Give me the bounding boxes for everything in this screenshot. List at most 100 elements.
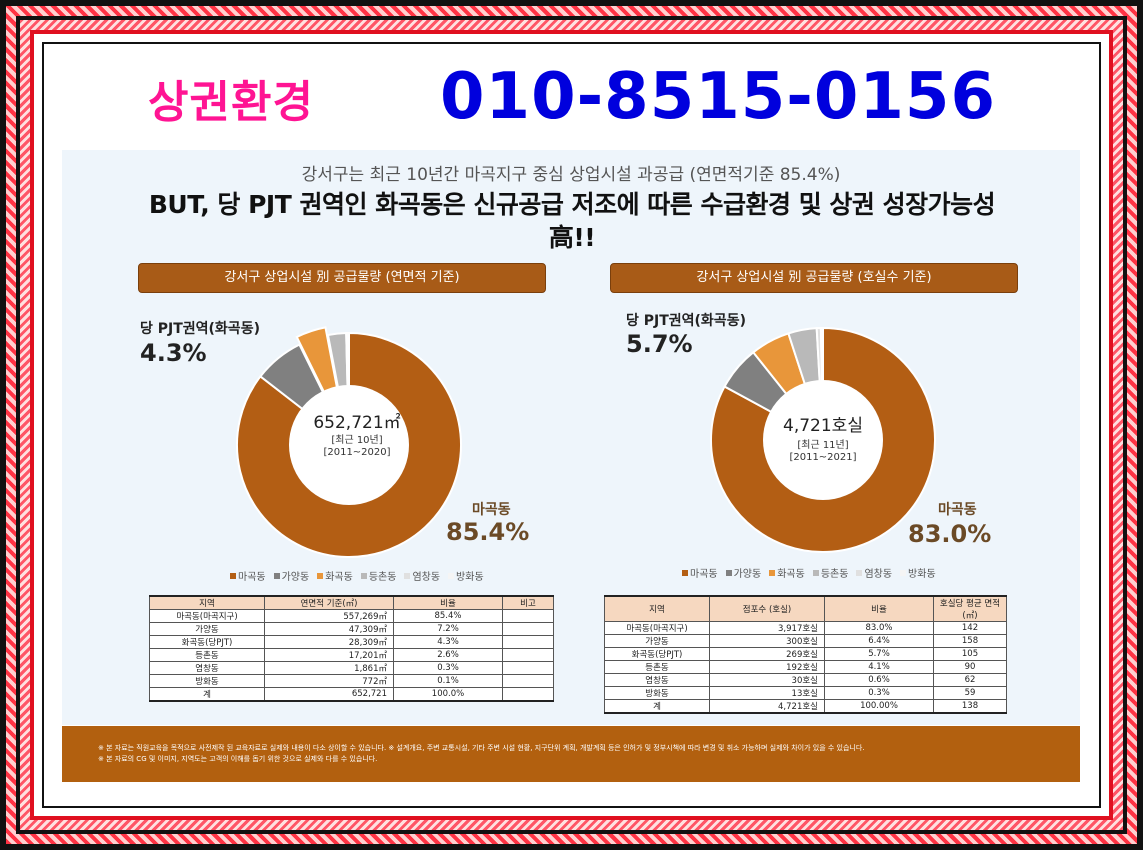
right-center-period: [최근 11년] xyxy=(797,440,849,451)
legend-item: 화곡동 xyxy=(317,568,353,583)
table-cell: 4.3% xyxy=(393,635,503,649)
table-cell: 화곡동(당PJT) xyxy=(149,635,265,649)
table-row: 계 652,721 100.0% xyxy=(149,687,554,702)
legend-item: 방화동 xyxy=(900,565,936,580)
right-center-total: 4,721호실 xyxy=(783,416,863,436)
legend-item: 마곡동 xyxy=(230,568,266,583)
table-cell: 100.00% xyxy=(824,699,934,714)
table-row: 마곡동(마곡지구) 557,269㎡ 85.4% xyxy=(149,609,554,623)
table-cell: 계 xyxy=(604,699,710,714)
table-header: 지역 xyxy=(149,595,265,610)
table-cell: 등촌동 xyxy=(149,648,265,662)
disclaimer-note: ※ 본 자료의 CG 및 이미지, 지역도는 고객의 이해를 돕기 위한 것으로… xyxy=(98,755,378,763)
table-cell: 0.6% xyxy=(824,673,934,687)
legend-item: 염창동 xyxy=(856,565,892,580)
legend-item: 방화동 xyxy=(448,568,484,583)
left-data-table: 지역 연면적 기준(㎡) 비율 비고 마곡동(마곡지구) 557,269㎡ 85.4… xyxy=(149,595,554,702)
disclaimer-note: ※ 본 자료는 직원교육을 목적으로 사전제작 된 교육자료로 실제와 내용이 … xyxy=(98,744,865,752)
table-cell: 7.2% xyxy=(393,622,503,636)
table-cell: 1,861㎡ xyxy=(264,661,394,675)
right-data-table: 지역 점포수 (호실) 비율 호실당 평균 면적 (㎡) 마곡동(마곡지구) 3,… xyxy=(604,595,1007,714)
table-row: 가양동 300호실 6.4% 158 xyxy=(604,634,1007,648)
table-cell: 17,201㎡ xyxy=(264,648,394,662)
table-cell: 2.6% xyxy=(393,648,503,662)
table-cell: 652,721 xyxy=(264,687,394,702)
table-header: 호실당 평균 면적 (㎡) xyxy=(933,595,1007,622)
table-cell: 83.0% xyxy=(824,621,934,635)
table-cell: 105 xyxy=(933,647,1007,661)
table-cell: 59 xyxy=(933,686,1007,700)
left-center-period: [최근 10년] xyxy=(331,435,383,446)
table-header: 비율 xyxy=(393,595,503,610)
table-row: 방화동 772㎡ 0.1% xyxy=(149,674,554,688)
table-cell: 158 xyxy=(933,634,1007,648)
table-cell: 300호실 xyxy=(709,634,825,648)
right-section-title: 강서구 상업시설 別 공급물량 (호실수 기준) xyxy=(610,263,1018,293)
right-legend: 마곡동 가양동 화곡동 등촌동 염창동 방화동 xyxy=(682,565,936,580)
right-callout-pct: 5.7% xyxy=(626,330,693,358)
legend-item: 등촌동 xyxy=(360,568,396,583)
table-row: 염창동 1,861㎡ 0.3% xyxy=(149,661,554,675)
table-header: 비고 xyxy=(502,595,554,610)
brand-title: 상권환경 xyxy=(148,77,314,128)
table-cell: 138 xyxy=(933,699,1007,714)
table-header: 연면적 기준(㎡) xyxy=(264,595,394,610)
left-callout-label: 당 PJT권역(화곡동) xyxy=(140,321,260,337)
table-row: 화곡동(당PJT) 28,309㎡ 4.3% xyxy=(149,635,554,649)
table-cell: 가양동 xyxy=(604,634,710,648)
table-row: 화곡동(당PJT) 269호실 5.7% 105 xyxy=(604,647,1007,661)
headline: BUT, 당 PJT 권역인 화곡동은 신규공급 저조에 따른 수급환경 및 상… xyxy=(148,190,996,252)
table-cell: 염창동 xyxy=(604,673,710,687)
table-header: 비율 xyxy=(824,595,934,622)
left-donut-chart xyxy=(236,326,462,558)
table-cell: 142 xyxy=(933,621,1007,635)
table-cell xyxy=(502,609,554,623)
table-cell: 마곡동(마곡지구) xyxy=(149,609,265,623)
table-cell xyxy=(502,635,554,649)
table-row: 염창동 30호실 0.6% 62 xyxy=(604,673,1007,687)
right-center-range: [2011~2021] xyxy=(789,452,857,463)
disclaimer-footer: ※ 본 자료는 직원교육을 목적으로 사전제작 된 교육자료로 실제와 내용이 … xyxy=(62,726,1080,782)
table-cell: 90 xyxy=(933,660,1007,674)
table-cell: 30호실 xyxy=(709,673,825,687)
table-cell: 방화동 xyxy=(604,686,710,700)
subtitle: 강서구는 최근 10년간 마곡지구 중심 상업시설 과공급 (연면적기준 85.… xyxy=(301,165,841,185)
table-cell: 방화동 xyxy=(149,674,265,688)
table-cell: 3,917호실 xyxy=(709,621,825,635)
table-cell: 가양동 xyxy=(149,622,265,636)
legend-item: 등촌동 xyxy=(812,565,848,580)
table-cell: 100.0% xyxy=(393,687,503,702)
right-callout-label: 당 PJT권역(화곡동) xyxy=(626,313,746,329)
table-cell xyxy=(502,648,554,662)
right-donut-chart xyxy=(710,326,936,553)
legend-item: 가양동 xyxy=(273,568,309,583)
table-cell: 4.1% xyxy=(824,660,934,674)
table-cell: 염창동 xyxy=(149,661,265,675)
legend-item: 화곡동 xyxy=(769,565,805,580)
content-panel: 강서구는 최근 10년간 마곡지구 중심 상업시설 과공급 (연면적기준 85.… xyxy=(62,150,1080,725)
table-row: 마곡동(마곡지구) 3,917호실 83.0% 142 xyxy=(604,621,1007,635)
legend-item: 염창동 xyxy=(404,568,440,583)
table-cell: 6.4% xyxy=(824,634,934,648)
table-cell: 47,309㎡ xyxy=(264,622,394,636)
table-cell: 등촌동 xyxy=(604,660,710,674)
left-section-title: 강서구 상업시설 別 공급물량 (연면적 기준) xyxy=(138,263,546,293)
left-main-label: 마곡동 xyxy=(472,502,511,518)
right-main-pct: 83.0% xyxy=(908,520,992,548)
table-cell: 13호실 xyxy=(709,686,825,700)
table-row: 계 4,721호실 100.00% 138 xyxy=(604,699,1007,714)
phone-number[interactable]: 010-8515-0156 xyxy=(440,60,996,134)
table-row: 등촌동 17,201㎡ 2.6% xyxy=(149,648,554,662)
table-cell: 85.4% xyxy=(393,609,503,623)
legend-item: 가양동 xyxy=(725,565,761,580)
left-callout-pct: 4.3% xyxy=(140,339,207,367)
left-legend: 마곡동 가양동 화곡동 등촌동 염창동 방화동 xyxy=(230,568,484,583)
table-cell: 계 xyxy=(149,687,265,702)
table-row: 등촌동 192호실 4.1% 90 xyxy=(604,660,1007,674)
table-cell: 0.3% xyxy=(393,661,503,675)
left-center-total: 652,721㎡ xyxy=(313,413,401,433)
table-cell: 557,269㎡ xyxy=(264,609,394,623)
table-cell: 28,309㎡ xyxy=(264,635,394,649)
table-cell: 269호실 xyxy=(709,647,825,661)
table-cell xyxy=(502,687,554,702)
